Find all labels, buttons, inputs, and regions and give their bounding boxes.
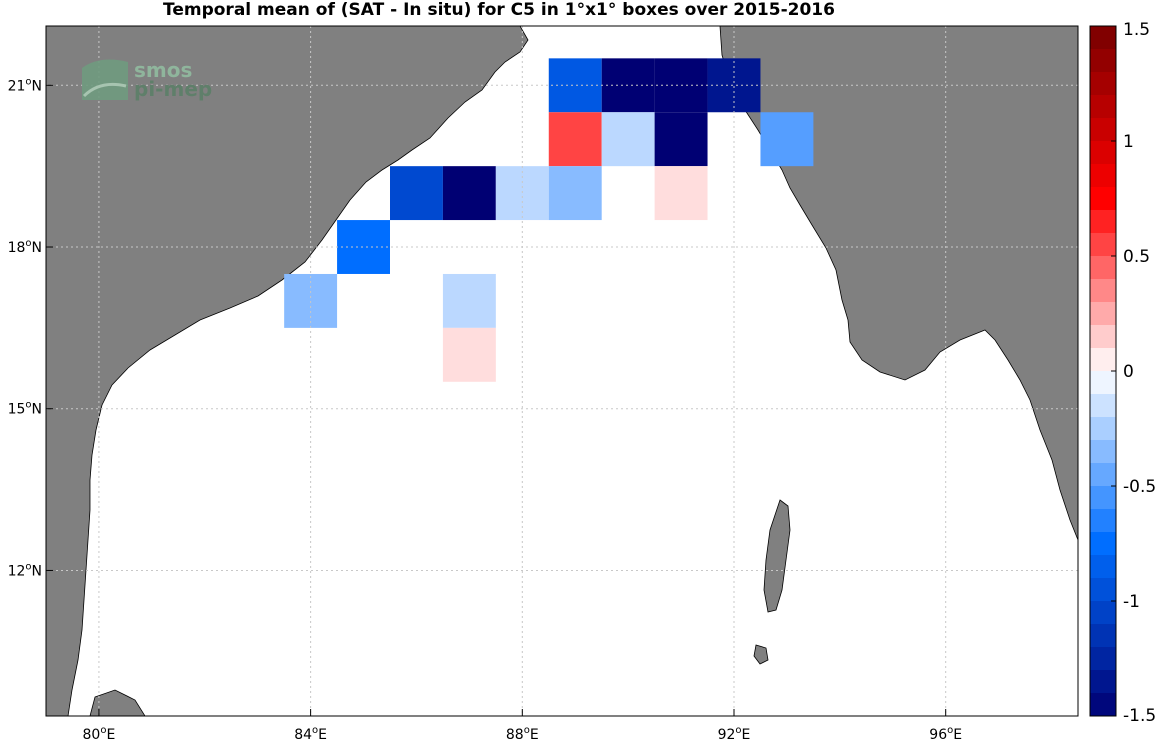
map-frame [45, 25, 1079, 717]
colorbar-level [1090, 578, 1116, 602]
colorbar-level [1090, 532, 1116, 556]
land-andaman-south [753, 644, 769, 665]
logo-line1: smos [134, 58, 192, 82]
colorbar-level [1090, 72, 1116, 96]
y-tick-label: 21oN [8, 76, 42, 94]
chart-title-text: Temporal mean of (SAT - In situ) for C5 … [163, 0, 835, 20]
heatmap-cell [442, 327, 496, 382]
y-tick-label: 12oN [8, 561, 42, 579]
map-grid [46, 26, 1078, 716]
colorbar-tick-label: -1 [1123, 592, 1140, 612]
heatmap-cell [442, 273, 496, 328]
logo-wave-icon [82, 59, 128, 100]
colorbar-level [1090, 509, 1116, 533]
colorbar-level [1090, 486, 1116, 510]
x-tick-label: 92oE [718, 725, 751, 740]
colorbar-tick-label: 1.5 [1123, 20, 1150, 40]
colorbar-level [1090, 624, 1116, 648]
heatmap-cell [601, 58, 655, 113]
heatmap-cell [654, 112, 708, 167]
colorbar-level [1090, 670, 1116, 694]
heatmap-cell [548, 112, 602, 167]
colorbar-level [1090, 95, 1116, 119]
colorbar-level [1090, 49, 1116, 73]
land-srilanka [89, 689, 146, 716]
heatmap-cell [390, 166, 443, 221]
colorbar-tick-label: 0.5 [1123, 247, 1150, 267]
logo-line2: pi-mep [134, 77, 212, 101]
colorbar-level [1090, 555, 1116, 579]
colorbar-level [1090, 164, 1116, 188]
colorbar-level [1090, 417, 1116, 441]
heatmap-cell [442, 166, 496, 221]
colorbar-level [1090, 394, 1116, 418]
heatmap-cell [654, 166, 708, 221]
map-content [46, 26, 1078, 716]
colorbar-level [1090, 601, 1116, 625]
colorbar-level [1090, 693, 1116, 717]
x-tick-label: 88oE [506, 725, 539, 740]
x-tick-label: 84oE [294, 725, 327, 740]
y-tick-label: 18oN [8, 238, 42, 256]
colorbar-level [1090, 325, 1116, 349]
y-tick-label: 15oN [8, 400, 42, 418]
colorbar-level [1090, 210, 1116, 234]
colorbar-level [1090, 371, 1116, 395]
colorbar-level [1090, 440, 1116, 464]
colorbar-level [1090, 348, 1116, 372]
heatmap-cell [548, 166, 602, 221]
colorbar-level [1090, 141, 1116, 165]
colorbar-level [1090, 233, 1116, 257]
colorbar-level [1090, 647, 1116, 671]
land-andaman-north [763, 499, 791, 613]
colorbar-level [1090, 302, 1116, 326]
colorbar-tick-label: 1 [1123, 132, 1134, 152]
colorbar-level [1090, 187, 1116, 211]
colorbar: 1.5 1 0.5 0 -0.5 -1 -1.5 [1089, 20, 1156, 726]
heatmap-cell [760, 112, 814, 167]
colorbar-tick-label: -1.5 [1123, 706, 1156, 726]
smos-pi-mep-logo: smos pi-mep [82, 58, 212, 101]
x-tick-label: 96oE [929, 725, 962, 740]
colorbar-level [1090, 256, 1116, 280]
colorbar-level [1090, 26, 1116, 50]
land-india [46, 26, 529, 716]
colorbar-tick-label: 0 [1123, 362, 1134, 382]
colorbar-level [1090, 279, 1116, 303]
colorbar-level [1090, 118, 1116, 142]
heatmap-cell [601, 112, 655, 167]
logo-wave-stripe-icon [82, 82, 127, 98]
colorbar-level [1090, 463, 1116, 487]
x-tick-label: 80oE [83, 725, 116, 740]
map-axes: 80oE 84oE 88oE 92oE 96oE 12oN 15oN 18oN 21oN [8, 76, 963, 740]
colorbar-tick-label: -0.5 [1123, 477, 1156, 497]
